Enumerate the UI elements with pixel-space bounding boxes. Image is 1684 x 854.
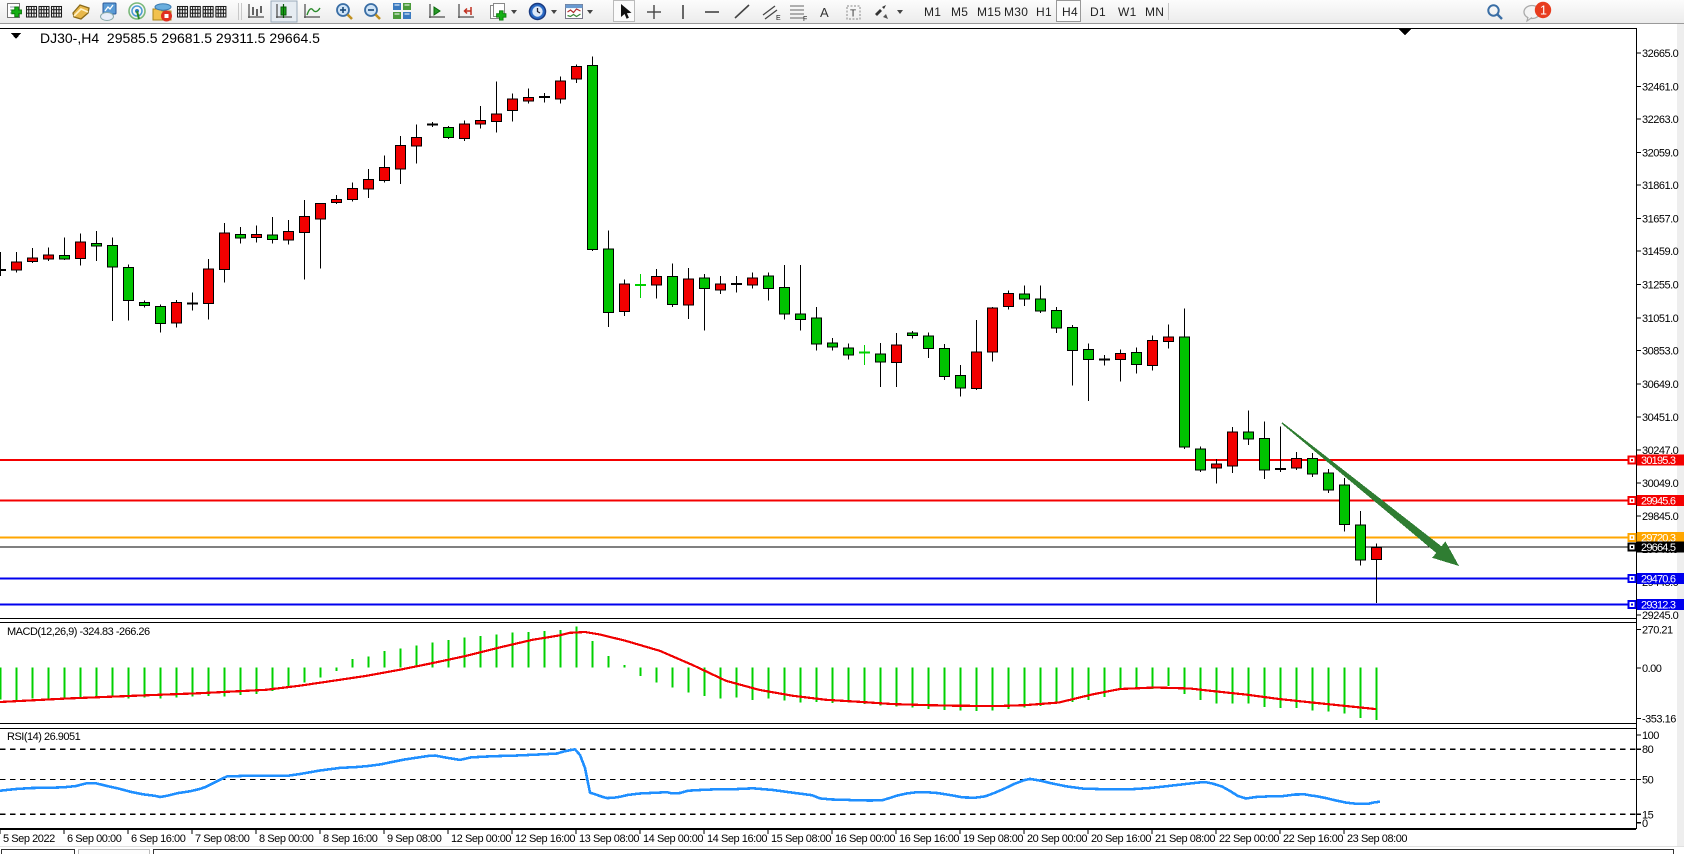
svg-text:15 Sep 08:00: 15 Sep 08:00 (771, 833, 831, 845)
svg-text:19 Sep 08:00: 19 Sep 08:00 (963, 833, 1023, 845)
svg-text:0.00: 0.00 (1642, 663, 1662, 675)
svg-text:29312.3: 29312.3 (1641, 600, 1676, 612)
svg-text:8 Sep 16:00: 8 Sep 16:00 (323, 833, 378, 845)
svg-text:29664.5: 29664.5 (1641, 542, 1676, 554)
svg-text:32461.0: 32461.0 (1642, 82, 1679, 94)
svg-text:31051.0: 31051.0 (1642, 313, 1679, 325)
svg-text:RSI(14) 26.9051: RSI(14) 26.9051 (7, 731, 81, 743)
svg-text:MACD(12,26,9) -324.83 -266.26: MACD(12,26,9) -324.83 -266.26 (7, 626, 150, 638)
svg-text:30247.0: 30247.0 (1642, 445, 1679, 457)
svg-text:23 Sep 08:00: 23 Sep 08:00 (1347, 833, 1407, 845)
svg-text:31657.0: 31657.0 (1642, 214, 1679, 226)
svg-text:21 Sep 08:00: 21 Sep 08:00 (1155, 833, 1215, 845)
svg-text:100: 100 (1642, 730, 1659, 742)
svg-text:32059.0: 32059.0 (1642, 148, 1679, 160)
svg-text:31255.0: 31255.0 (1642, 280, 1679, 292)
svg-text:E: E (776, 15, 781, 22)
svg-text:30195.3: 30195.3 (1641, 455, 1676, 467)
svg-text:14 Sep 16:00: 14 Sep 16:00 (707, 833, 767, 845)
svg-text:31459.0: 31459.0 (1642, 246, 1679, 258)
svg-text:30049.0: 30049.0 (1642, 478, 1679, 490)
svg-text:0: 0 (1642, 818, 1648, 830)
svg-text:31861.0: 31861.0 (1642, 180, 1679, 192)
svg-text:-353.16: -353.16 (1642, 714, 1676, 726)
svg-text:T: T (850, 9, 856, 20)
svg-text:29470.6: 29470.6 (1641, 574, 1676, 586)
svg-text:A: A (820, 5, 829, 20)
svg-text:29845.0: 29845.0 (1642, 511, 1679, 523)
svg-text:16 Sep 00:00: 16 Sep 00:00 (835, 833, 895, 845)
svg-text:5 Sep 2022: 5 Sep 2022 (3, 833, 55, 845)
svg-text:13 Sep 08:00: 13 Sep 08:00 (579, 833, 639, 845)
svg-text:8 Sep 00:00: 8 Sep 00:00 (259, 833, 314, 845)
svg-text:16 Sep 16:00: 16 Sep 16:00 (899, 833, 959, 845)
svg-text:14 Sep 00:00: 14 Sep 00:00 (643, 833, 703, 845)
svg-text:22 Sep 00:00: 22 Sep 00:00 (1219, 833, 1279, 845)
svg-text:12 Sep 00:00: 12 Sep 00:00 (451, 833, 511, 845)
svg-text:7 Sep 08:00: 7 Sep 08:00 (195, 833, 250, 845)
svg-text:80: 80 (1642, 744, 1654, 756)
svg-text:15: 15 (1642, 809, 1654, 821)
svg-text:6 Sep 16:00: 6 Sep 16:00 (131, 833, 186, 845)
svg-text:270.21: 270.21 (1642, 625, 1673, 637)
svg-text:32665.0: 32665.0 (1642, 48, 1679, 60)
svg-text:12 Sep 16:00: 12 Sep 16:00 (515, 833, 575, 845)
svg-text:6 Sep 00:00: 6 Sep 00:00 (67, 833, 122, 845)
svg-text:30649.0: 30649.0 (1642, 379, 1679, 391)
svg-text:50: 50 (1642, 774, 1654, 786)
svg-text:22 Sep 16:00: 22 Sep 16:00 (1283, 833, 1343, 845)
svg-text:F: F (803, 16, 807, 23)
svg-text:29245.0: 29245.0 (1642, 610, 1679, 622)
svg-text:9 Sep 08:00: 9 Sep 08:00 (387, 833, 442, 845)
svg-text:29945.6: 29945.6 (1641, 496, 1676, 508)
svg-text:32263.0: 32263.0 (1642, 114, 1679, 126)
svg-text:30853.0: 30853.0 (1642, 346, 1679, 358)
svg-text:1: 1 (1540, 4, 1547, 18)
svg-text:30451.0: 30451.0 (1642, 412, 1679, 424)
svg-text:20 Sep 00:00: 20 Sep 00:00 (1027, 833, 1087, 845)
svg-text:20 Sep 16:00: 20 Sep 16:00 (1091, 833, 1151, 845)
